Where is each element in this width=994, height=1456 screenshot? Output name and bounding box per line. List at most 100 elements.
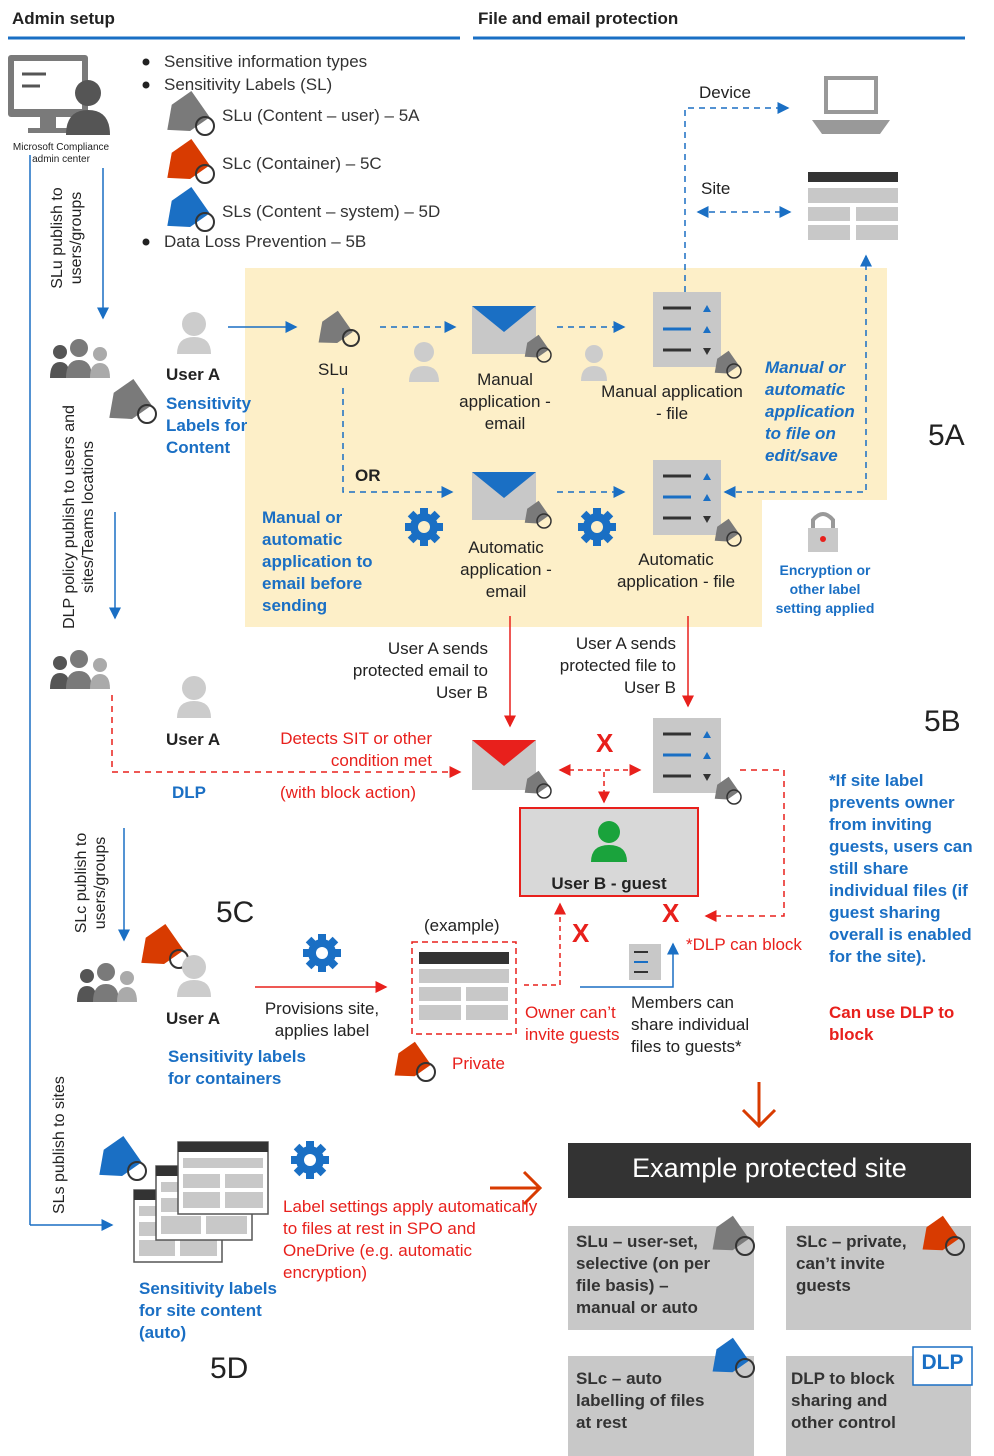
example-box-4-text: DLP to block sharing and other control: [791, 1369, 896, 1432]
legend-slu: SLu (Content – user) – 5A: [222, 106, 420, 125]
small-file-icon: [629, 944, 661, 980]
group-icon-1: [50, 339, 110, 378]
gear-icon: [578, 508, 616, 546]
site-label-note: *If site label prevents owner from invit…: [829, 771, 973, 966]
example-site-frame: [411, 941, 517, 1035]
legend-dlp: Data Loss Prevention – 5B: [164, 232, 367, 251]
legend-sit: Sensitive information types: [164, 52, 368, 71]
note-email-application: Manual or automatic application to email…: [262, 508, 373, 615]
owner-invite-arrow: [524, 902, 566, 986]
provisions-text: Provisions site, applies label: [264, 999, 380, 1040]
private-label: Private: [452, 1054, 505, 1073]
example-title: Example protected site: [632, 1153, 907, 1183]
user-b-guest: User B - guest: [551, 874, 667, 893]
private-tag-icon: [394, 1041, 436, 1082]
sls-tag-icon: [99, 1135, 147, 1181]
lock-icon: [808, 512, 838, 552]
dlp-detect-arrow: [111, 695, 462, 778]
example-site-icon: [419, 952, 509, 1020]
note-file-application: Manual or automatic application to file …: [765, 358, 855, 465]
side-sls-publish: SLs publish to sites: [51, 1076, 68, 1214]
section-5d: 5D: [210, 1352, 249, 1385]
legend-sls: SLs (Content – system) – 5D: [222, 202, 441, 221]
5a-user-a: User A: [166, 365, 221, 384]
site-grid-icon: [808, 172, 898, 240]
laptop-icon: [812, 76, 890, 134]
section-5b: 5B: [924, 705, 961, 738]
legend-slc: SLc (Container) – 5C: [222, 154, 382, 173]
slu-tag-icon: [318, 310, 360, 347]
slc-tag-icon: [922, 1215, 965, 1256]
block-action-text: (with block action): [280, 783, 417, 802]
manual-email-icon: [472, 306, 552, 363]
legend-sl: Sensitivity Labels (SL): [164, 75, 333, 94]
5b-user-a: User A: [166, 730, 221, 749]
dlp-block-note: Can use DLP to block: [829, 1003, 955, 1044]
user-a-icon-5b: [177, 676, 211, 718]
dlp-email-icon: [472, 740, 552, 799]
dlp-x: X: [662, 898, 680, 928]
dlp-badge-frame: [912, 1346, 973, 1386]
example-box-3-text: SLc – auto labelling of files at rest: [576, 1369, 705, 1432]
slc-tag-icon: [167, 138, 215, 184]
group-icon-2: [50, 650, 110, 689]
example-label: (example): [424, 916, 500, 935]
section-5c: 5C: [216, 896, 255, 929]
section-5a: 5A: [928, 419, 965, 452]
admin-computer-icon: [8, 55, 110, 135]
to-example-arrow: [490, 1170, 543, 1206]
example-title-bar: [568, 1143, 971, 1198]
admin-center-caption: Microsoft Compliance admin center: [12, 142, 110, 165]
owner-cant-invite: Owner can’t invite guests: [525, 1003, 620, 1044]
manual-email-label: Manual application - email: [459, 370, 551, 433]
site-stack-icon: [133, 1141, 269, 1263]
device-label: Device: [699, 83, 751, 102]
5c-caption: Sensitivity labels for containers: [168, 1047, 306, 1088]
user-a-icon-5a: [177, 312, 211, 354]
manual-file-icon: [653, 292, 742, 379]
5a-or: OR: [355, 466, 381, 485]
group-icon-3: [77, 963, 137, 1002]
slu-tag-icon: [712, 1215, 755, 1256]
site-label: Site: [701, 179, 731, 198]
person-icon-small: [409, 342, 439, 382]
manual-file-label: Manual application - file: [601, 382, 743, 423]
gear-icon: [303, 934, 341, 972]
label-settings-text: Label settings apply automatically to fi…: [283, 1197, 538, 1282]
bullet: [142, 81, 150, 89]
person-icon-small: [581, 345, 607, 381]
5a-slu-label: SLu: [318, 360, 349, 379]
user-a-icon-5c: [177, 955, 211, 997]
bullet: [142, 238, 150, 246]
file-to-site-arrow: [723, 254, 872, 498]
down-to-example-arrow: [741, 1082, 777, 1129]
slu-tag-icon: [167, 90, 215, 136]
example-box-2-text: SLc – private, can’t invite guests: [796, 1232, 907, 1295]
owner-x: X: [572, 918, 590, 948]
bullet: [142, 58, 150, 66]
side-slu-publish: SLu publish to users/groups: [49, 187, 85, 289]
header-admin-setup: Admin setup: [12, 9, 115, 28]
sends-email-text: User A sends protected email to User B: [352, 639, 488, 702]
5b-dlp: DLP: [172, 783, 206, 802]
sls-tag-icon: [167, 186, 215, 232]
dlp-badge: DLP: [921, 1351, 964, 1374]
sls-tag-icon: [712, 1337, 755, 1378]
slc-tag-icon: [141, 923, 189, 969]
auto-email-label: Automatic application - email: [460, 538, 552, 601]
header-file-email-protection: File and email protection: [478, 9, 679, 28]
example-box-3: [568, 1356, 754, 1456]
guest-person-icon: [591, 821, 627, 862]
dlp-can-block: *DLP can block: [686, 935, 802, 954]
members-share-text: Members can share individual files to gu…: [631, 993, 750, 1056]
5a-caption: Sensitivity Labels for Content: [166, 394, 252, 457]
dlp-file-icon: [653, 718, 742, 805]
side-slc-publish: SLc publish to users/groups: [73, 832, 109, 934]
members-share-arrow: [580, 942, 679, 988]
gear-icon: [405, 508, 443, 546]
dlp-can-block-arrow: [704, 769, 785, 922]
auto-file-label: Automatic application - file: [616, 550, 736, 591]
sends-file-text: User A sends protected file to User B: [559, 634, 676, 697]
auto-file-icon: [653, 460, 742, 547]
